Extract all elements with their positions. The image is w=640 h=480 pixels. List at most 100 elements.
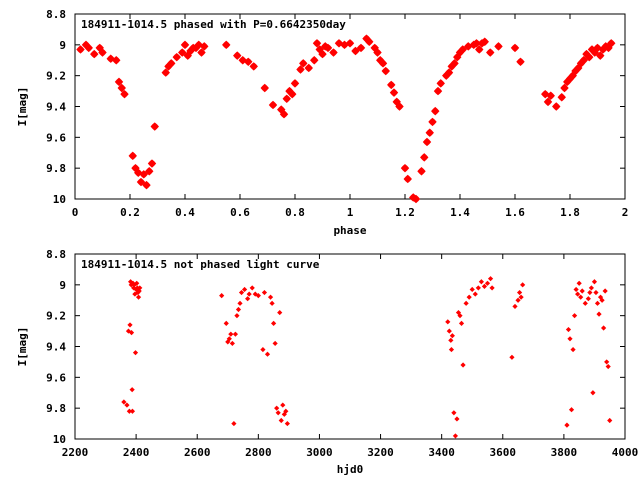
x-tick-label: 0.2	[120, 206, 140, 219]
data-point	[387, 80, 396, 90]
data-point	[576, 280, 582, 286]
data-point	[299, 59, 308, 68]
data-point	[112, 56, 121, 65]
data-point	[585, 52, 594, 62]
x-tick-label: 3000	[306, 446, 333, 459]
data-point	[228, 331, 234, 337]
data-point	[516, 57, 525, 66]
data-point	[178, 48, 187, 57]
data-point	[329, 48, 338, 57]
data-point	[582, 300, 588, 306]
data-point	[454, 416, 460, 422]
data-point	[249, 62, 258, 71]
data-point	[469, 286, 475, 293]
x-tick-label: 1.4	[450, 206, 470, 219]
data-point	[128, 282, 134, 288]
x-tick-label: 0	[72, 206, 79, 219]
data-point	[312, 39, 322, 48]
data-point	[593, 289, 599, 296]
data-point	[489, 285, 495, 291]
y-tick-label: 9.8	[46, 402, 66, 415]
data-point	[599, 297, 605, 303]
data-point	[219, 293, 225, 299]
data-point	[241, 286, 248, 293]
data-point	[231, 420, 237, 427]
data-point	[557, 93, 566, 102]
y-tick-label: 9.6	[46, 371, 66, 384]
x-tick-label: 3600	[490, 446, 517, 459]
data-point	[296, 65, 305, 74]
data-point	[378, 59, 388, 68]
data-point	[131, 282, 137, 288]
data-point	[223, 320, 229, 326]
data-point	[475, 45, 484, 54]
data-point	[552, 102, 561, 111]
data-point	[280, 402, 286, 408]
data-point	[567, 336, 573, 342]
data-point	[512, 303, 518, 310]
data-point	[180, 40, 190, 50]
x-tick-label: 1.6	[505, 206, 525, 219]
y-tick-label: 9.2	[46, 70, 66, 83]
data-point	[147, 159, 157, 168]
data-point	[261, 289, 268, 296]
data-point	[588, 285, 594, 291]
x-tick-label: 1.2	[395, 206, 415, 219]
data-point	[446, 328, 452, 334]
data-point	[246, 291, 252, 297]
data-point	[411, 194, 421, 204]
data-point	[458, 320, 465, 326]
data-point	[269, 300, 275, 306]
data-point	[451, 410, 457, 416]
data-point	[351, 46, 360, 56]
data-point	[472, 39, 481, 48]
data-point	[345, 39, 355, 48]
data-point	[288, 89, 297, 99]
data-point	[244, 57, 253, 66]
data-point	[463, 300, 469, 306]
data-point	[481, 283, 488, 289]
data-point	[356, 43, 366, 53]
data-point	[494, 42, 503, 51]
data-point	[578, 294, 584, 300]
data-point	[596, 311, 602, 317]
data-point	[245, 296, 251, 302]
data-point	[604, 359, 610, 365]
data-point	[518, 294, 524, 300]
y-tick-label: 9.4	[46, 101, 66, 114]
data-point	[98, 48, 107, 57]
data-point	[197, 48, 206, 57]
data-point	[478, 279, 484, 285]
data-point	[283, 408, 289, 414]
data-point	[484, 280, 491, 286]
data-point	[601, 325, 607, 331]
data-point	[395, 102, 404, 111]
x-tick-label: 2600	[184, 446, 211, 459]
plot-frame-unphased	[74, 253, 626, 440]
data-point	[458, 45, 467, 54]
data-point	[132, 291, 138, 297]
data-point	[543, 97, 553, 107]
data-point	[277, 309, 283, 316]
y-tick-label: 8.8	[46, 8, 66, 21]
data-point	[568, 407, 575, 413]
data-series-phased	[76, 34, 616, 204]
data-point	[472, 291, 478, 297]
data-point	[272, 340, 278, 347]
data-point	[457, 313, 463, 319]
x-tick-label: 1.8	[560, 206, 580, 219]
y-axis-title: I[mag]	[16, 87, 29, 127]
data-point	[129, 387, 135, 393]
data-point	[564, 422, 570, 428]
data-point	[310, 56, 319, 65]
data-point	[373, 48, 382, 57]
data-point	[76, 45, 85, 54]
x-tick-label: 3200	[367, 446, 394, 459]
data-point	[448, 346, 455, 353]
data-point	[509, 354, 515, 360]
chart-title: 184911-1014.5 not phased light curve	[81, 258, 320, 271]
data-point	[417, 167, 426, 176]
data-point	[365, 37, 374, 46]
data-point	[607, 417, 613, 424]
x-tick-label: 1	[347, 206, 354, 219]
